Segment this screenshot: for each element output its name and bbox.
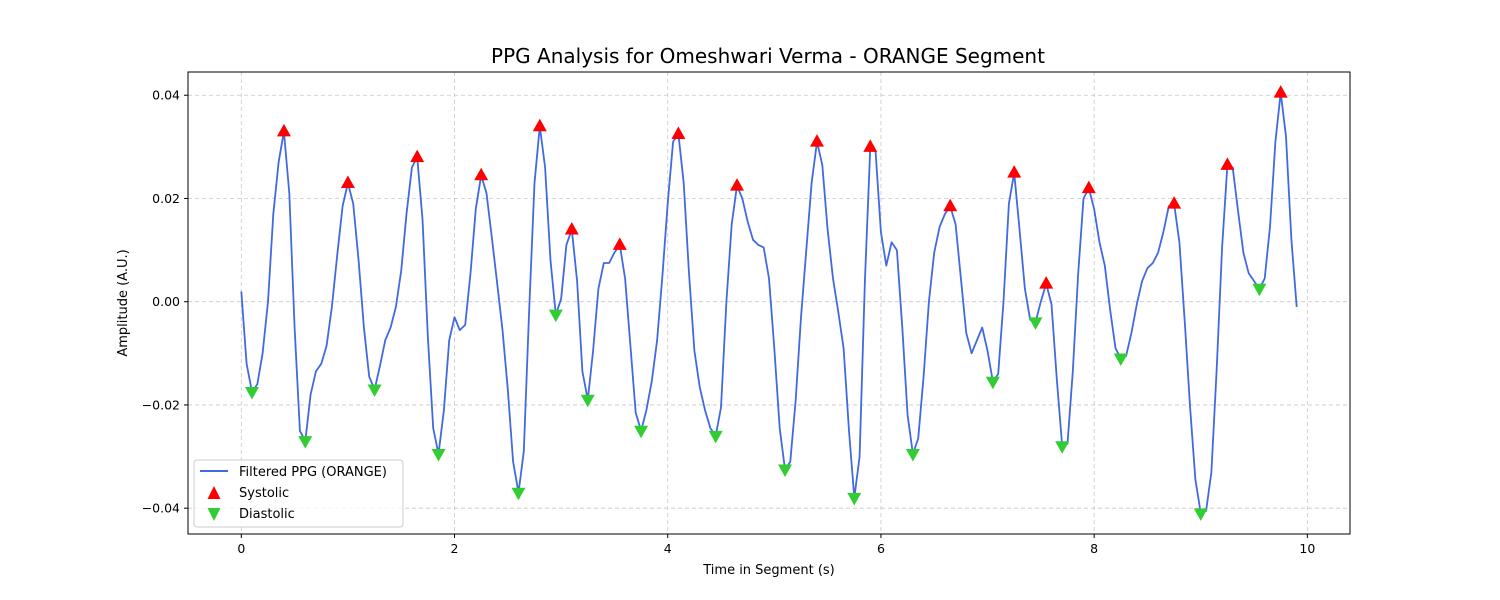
diastolic-marker xyxy=(905,448,920,462)
diastolic-marker xyxy=(431,448,446,462)
diastolic-marker xyxy=(777,464,792,477)
diastolic-marker xyxy=(1028,317,1043,330)
systolic-marker xyxy=(410,149,425,163)
y-tick-label: −0.04 xyxy=(142,501,180,516)
x-tick-label: 0 xyxy=(237,541,245,556)
diastolic-marker xyxy=(1193,508,1208,521)
diastolic-marker xyxy=(634,425,649,439)
diastolic-marker xyxy=(244,387,259,400)
grid xyxy=(188,72,1350,534)
x-tick-label: 6 xyxy=(877,541,885,556)
systolic-marker xyxy=(1220,157,1235,170)
systolic-marker xyxy=(612,237,627,250)
x-tick-label: 4 xyxy=(664,541,672,556)
diastolic-marker xyxy=(1252,283,1267,297)
legend-diastolic-swatch xyxy=(207,508,221,521)
y-axis-label: Amplitude (A.U.) xyxy=(116,249,131,356)
axes-frame xyxy=(187,71,1351,535)
x-tick-label: 2 xyxy=(451,541,459,556)
y-tick-label: −0.02 xyxy=(142,397,180,412)
diastolic-marker xyxy=(985,376,1000,390)
systolic-marker xyxy=(1167,196,1182,209)
diastolic-marker xyxy=(367,384,382,397)
diastolic-marker xyxy=(298,436,313,449)
systolic-marker xyxy=(1273,85,1288,98)
x-tick-label: 8 xyxy=(1090,541,1098,556)
plot-area xyxy=(240,85,1298,521)
x-tick-label: 10 xyxy=(1299,541,1315,556)
systolic-marker xyxy=(863,139,878,152)
diastolic-marker xyxy=(1113,353,1128,366)
systolic-marker xyxy=(1039,276,1054,289)
systolic-marker xyxy=(564,221,579,235)
x-axis-label: Time in Segment (s) xyxy=(702,563,834,578)
legend-label-filtered: Filtered PPG (ORANGE) xyxy=(239,465,387,480)
systolic-marker xyxy=(809,134,824,147)
systolic-marker xyxy=(1007,165,1022,178)
diastolic-marker xyxy=(511,487,526,501)
systolic-marker xyxy=(943,198,958,212)
legend: Filtered PPG (ORANGE) Systolic Diastolic xyxy=(193,459,404,528)
systolic-marker xyxy=(532,118,547,132)
systolic-marker xyxy=(1081,180,1096,194)
y-tick-label: 0.00 xyxy=(152,294,180,309)
diastolic-marker xyxy=(1055,441,1070,454)
chart-title: PPG Analysis for Omeshwari Verma - ORANG… xyxy=(491,44,1045,68)
systolic-marker xyxy=(474,167,489,181)
diastolic-marker xyxy=(708,430,723,444)
axis-ticks: 0 2 4 6 8 10 −0.04 −0.02 0.00 0.02 0.04 xyxy=(142,88,1316,556)
diastolic-marker xyxy=(548,309,563,323)
y-tick-label: 0.02 xyxy=(152,191,180,206)
legend-systolic-swatch xyxy=(207,486,221,499)
systolic-marker xyxy=(730,178,745,191)
y-tick-label: 0.04 xyxy=(152,88,180,103)
systolic-marker xyxy=(671,126,686,139)
systolic-marker xyxy=(276,123,291,137)
legend-label-systolic: Systolic xyxy=(239,486,289,501)
diastolic-marker xyxy=(847,492,862,506)
diastolic-marker xyxy=(580,394,595,408)
systolic-marker xyxy=(340,175,355,188)
legend-box xyxy=(193,459,404,528)
legend-label-diastolic: Diastolic xyxy=(239,507,295,522)
